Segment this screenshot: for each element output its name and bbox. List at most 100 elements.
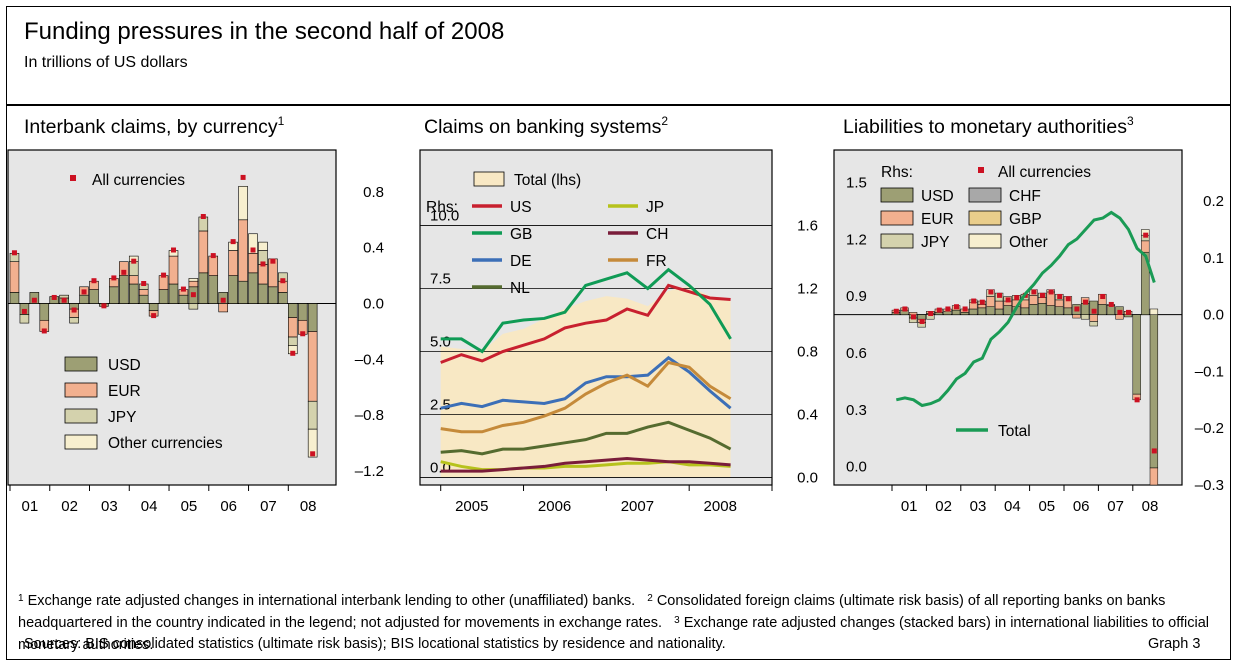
legend-label-chf: CHF [1009, 188, 1041, 205]
y-right-tick-label: 0.4 [797, 406, 818, 423]
chart-interbank-claims: 0.8 0.4 0.0 –0.4 –0.8 –1.2 01 02 03 04 05 06 07 08 All… [7, 149, 384, 515]
x-tick-label: 08 [1142, 498, 1159, 515]
line-total [895, 210, 1156, 408]
bar-segment-eur [288, 317, 298, 338]
legend-label-all-currencies: All currencies [998, 164, 1091, 181]
bar-segment-usd [258, 283, 268, 304]
all-currencies-point [300, 331, 306, 337]
bar-segment-usd [208, 275, 219, 304]
bar-segment-other [307, 428, 318, 458]
x-tick-label: 03 [101, 498, 118, 515]
bar-segment-usd [1046, 305, 1055, 315]
bar-segment-usd [934, 312, 944, 315]
bar-segment-eur [977, 304, 987, 309]
legend-label-other: Other currencies [108, 435, 223, 452]
x-tick-label: 04 [1004, 498, 1021, 515]
all-currencies-point [911, 314, 916, 320]
bar-segment-usd [960, 312, 969, 315]
x-tick-label: 02 [61, 498, 78, 515]
bar-segment-jpy [1080, 314, 1090, 320]
line-us [440, 283, 731, 364]
all-currencies-point [1031, 289, 1037, 295]
y-right-tick-label: 0.8 [797, 344, 818, 361]
bar-segment-jpy [288, 336, 298, 346]
all-currencies-point [945, 306, 951, 312]
y-left-tick-label: 1.5 [846, 175, 867, 192]
graph-number: Graph 3 [1148, 636, 1201, 652]
all-currencies-point [1048, 289, 1054, 295]
bar-segment-usd [248, 272, 258, 304]
y-left-tick-label: 1.2 [846, 231, 867, 248]
all-currencies-point [121, 269, 127, 275]
all-currencies-point [1117, 309, 1123, 315]
bar-segment-other [238, 185, 248, 221]
y-left-tick-label: 0.3 [846, 402, 867, 419]
legend-swatch-gbp [968, 210, 1002, 226]
all-currencies-point [270, 258, 276, 264]
y-left-tick-label: 2.5 [430, 396, 451, 413]
legend-label-jpy: JPY [108, 409, 136, 426]
bar-segment-eur [908, 312, 918, 315]
x-tick-label: 04 [141, 498, 158, 515]
legend-label-eur: EUR [108, 383, 141, 400]
bar-segment-usd [178, 294, 189, 304]
bar-segment-eur [188, 280, 199, 288]
x-tick-label: 07 [1107, 498, 1124, 515]
bar-segment-eur [128, 275, 139, 285]
bar-segment-eur [158, 275, 169, 290]
y-left-tick-label: 0.9 [846, 288, 867, 305]
x-tick-label: 06 [220, 498, 237, 515]
bar-segment-usd [148, 303, 159, 311]
legend-swatch-eur [880, 210, 914, 226]
all-currencies-point [1100, 293, 1106, 299]
x-tick-label: 2006 [538, 498, 571, 515]
all-currencies-point [190, 292, 196, 298]
bar-segment-eur [1029, 295, 1038, 305]
legend-label-fr: FR [646, 253, 667, 270]
bar-segment-usd [119, 275, 129, 304]
bar-segment-usd [138, 294, 149, 304]
y-right-tick-label: 0.2 [1203, 193, 1224, 210]
bar-segment-other [248, 233, 258, 254]
header-divider [6, 104, 1231, 106]
bar-segment-other [1149, 308, 1159, 315]
all-currencies-point [280, 278, 286, 284]
bar-segment-eur [1037, 297, 1047, 304]
all-currencies-point [250, 247, 256, 253]
y-right-tick-label: 1.6 [797, 218, 818, 235]
legend-label-jp: JP [646, 199, 664, 216]
bar-segment-usd [994, 308, 1004, 315]
y-tick-label: –0.4 [355, 351, 384, 368]
all-currencies-point [1083, 299, 1088, 305]
graph-frame [6, 6, 1231, 660]
all-currencies-point [928, 311, 934, 317]
bar-segment-usd [109, 286, 119, 304]
all-currencies-point [81, 289, 87, 295]
panel-title-claims: Claims on banking systems2 [424, 114, 669, 138]
sources-note: Sources: BIS consolidated statistics (ul… [24, 636, 726, 652]
all-currencies-point [1108, 301, 1114, 307]
plot-background [7, 149, 337, 486]
y-tick-label: 0.0 [363, 296, 384, 313]
y-tick-label: –0.8 [355, 407, 384, 424]
bar-segment-eur [238, 219, 248, 282]
bar-segment-usd [278, 292, 288, 304]
all-currencies-point [1134, 397, 1140, 403]
all-currencies-point [1057, 293, 1063, 299]
bar-segment-eur [138, 289, 149, 296]
bar-segment-usd [1132, 314, 1141, 395]
legend-label-total: Total (lhs) [514, 172, 581, 189]
line-de [440, 355, 732, 410]
bar-segment-usd [228, 275, 238, 304]
all-currencies-point [893, 308, 899, 314]
all-currencies-point [1091, 308, 1097, 314]
legend-label-jpy: JPY [921, 234, 949, 251]
x-tick-label: 2008 [704, 498, 737, 515]
all-currencies-point [1074, 306, 1080, 312]
bar-segment-usd [9, 292, 20, 304]
bar-segment-jpy [69, 317, 79, 324]
footnote-3-num: 3 [674, 615, 680, 626]
footnote-2-num: 2 [647, 593, 653, 604]
all-currencies-point [936, 307, 942, 313]
